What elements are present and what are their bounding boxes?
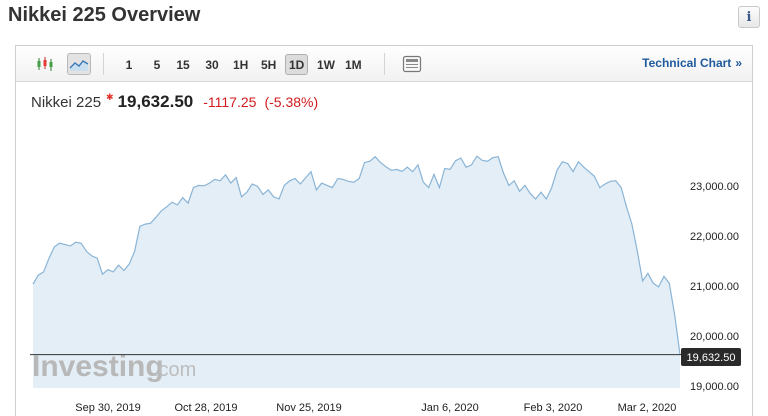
page-title: Nikkei 225 Overview [8,4,201,26]
current-price-label: 19,632.50 [687,352,736,364]
instrument-name: Nikkei 225 [31,94,102,111]
last-price: 19,632.50 [117,92,194,111]
y-tick-label: 19,000.00 [690,381,739,393]
chart-area-fill [33,156,680,388]
timeframe-1w[interactable]: 1W [317,57,335,72]
chart-toolbar: 1 5 15 30 1H 5H 1D 1W 1M Technical Chart… [16,46,752,82]
x-tick-label: Oct 28, 2019 [175,402,238,414]
x-tick-label: Mar 2, 2020 [618,402,677,414]
price-change-percent: (-5.38%) [264,94,319,110]
timeframe-1h[interactable]: 1H [233,57,249,72]
x-tick-label: Sep 30, 2019 [75,402,140,414]
technical-chart-label: Technical Chart [642,56,732,70]
x-tick-label: Nov 25, 2019 [276,402,341,414]
price-change: -1117.25 [203,94,257,110]
timeframe-30[interactable]: 30 [205,57,219,72]
timeframe-1d[interactable]: 1D [285,54,309,75]
timeframe-1[interactable]: 1 [125,57,133,72]
chevron-right-icon: » [735,56,742,70]
timeframe-15[interactable]: 15 [176,57,190,72]
y-tick-label: 21,000.00 [690,281,739,293]
area-chart-icon[interactable] [67,53,91,75]
candlestick-icon[interactable] [33,53,57,75]
investing-watermark: Investing .com [32,350,196,383]
timeframe-5[interactable]: 5 [153,57,161,72]
y-tick-label: 20,000.00 [690,331,739,343]
chart-price-line [32,155,681,355]
realtime-star-icon: ✱ [106,92,114,102]
x-axis: Sep 30, 2019 Oct 28, 2019 Nov 25, 2019 J… [75,402,676,414]
y-tick-label: 23,000.00 [690,181,739,193]
layout-icon[interactable] [400,53,424,75]
quote-header: Nikkei 225 ✱ 19,632.50 -1117.25 (-5.38%) [31,92,318,112]
chart-frame [15,45,753,416]
toolbar-separator [103,53,104,75]
timeframe-5h[interactable]: 5H [261,57,277,72]
current-price-tag [681,348,741,366]
watermark-suffix: .com [153,359,196,381]
info-icon[interactable]: i [738,6,760,28]
y-axis: 23,000.00 22,000.00 21,000.00 20,000.00 … [690,181,739,393]
y-tick-label: 22,000.00 [690,231,739,243]
timeframe-1m[interactable]: 1M [345,57,362,72]
x-tick-label: Jan 6, 2020 [421,402,479,414]
watermark-text: Investing [32,350,164,383]
technical-chart-link[interactable]: Technical Chart» [642,56,742,70]
toolbar-separator [384,53,385,75]
x-tick-label: Feb 3, 2020 [524,402,583,414]
